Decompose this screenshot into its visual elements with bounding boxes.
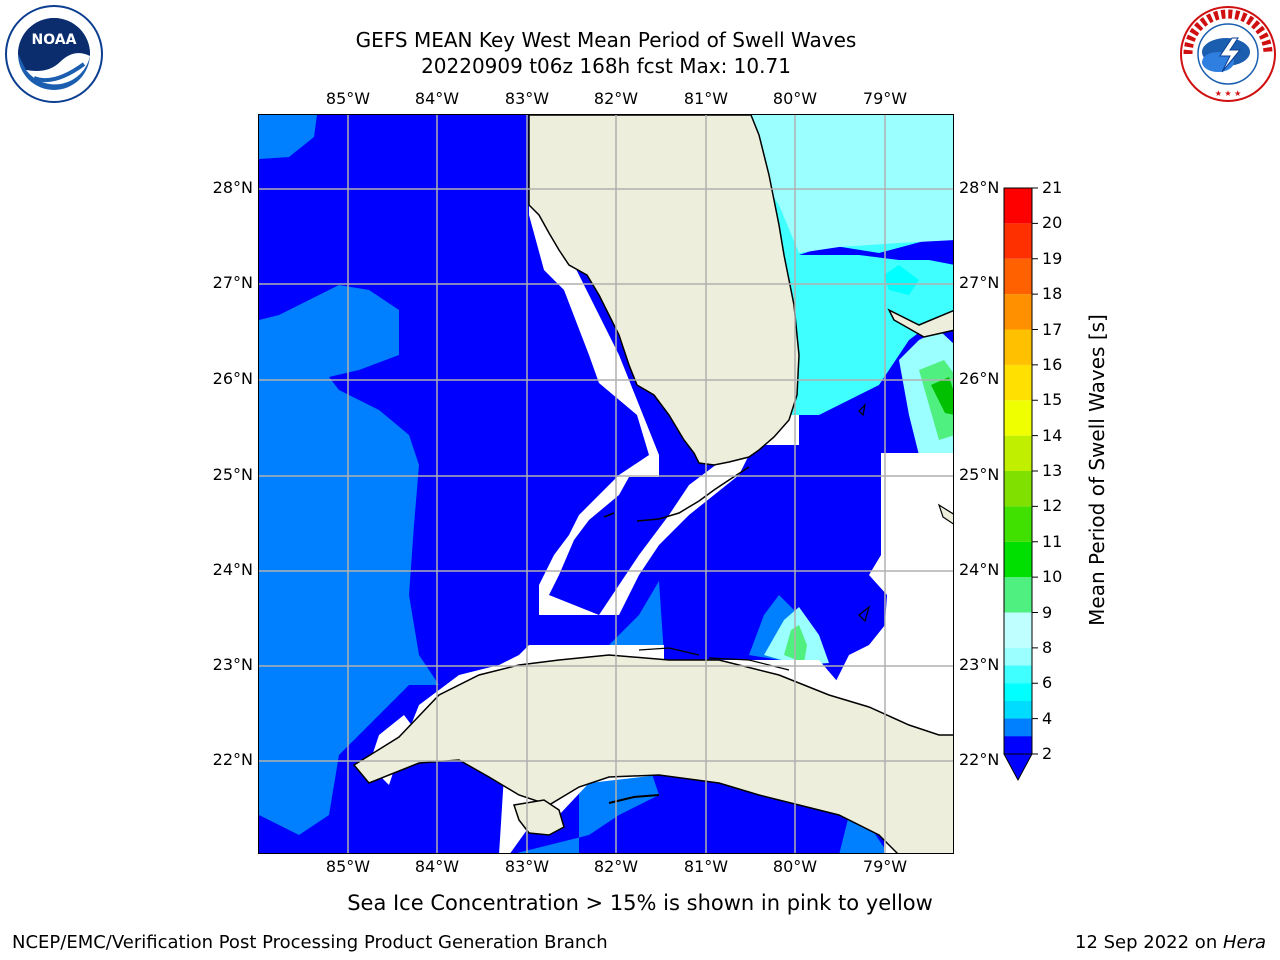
colorbar-band [1004,612,1032,648]
lon-label-top: 85°W [325,89,371,108]
svg-text:★ ★ ★: ★ ★ ★ [1215,89,1242,98]
lat-label-right: 23°N [959,655,1000,674]
colorbar-band [1004,223,1032,259]
noaa-logo-text: NOAA [32,32,77,48]
colorbar-band [1004,294,1032,330]
lon-label-top: 82°W [593,89,639,108]
lat-label-right: 24°N [959,560,1000,579]
colorbar-tick-label: 10 [1042,567,1063,587]
colorbar-tick-label: 6 [1042,673,1053,693]
footer-machine: Hera [1222,932,1266,953]
swell-period-map [259,115,953,853]
sea-ice-note: Sea Ice Concentration > 15% is shown in … [347,891,933,915]
noaa-logo: NOAA [5,5,103,103]
colorbar-tick-label: 12 [1042,496,1063,516]
lon-label-top: 84°W [414,89,460,108]
lat-label-right: 22°N [959,750,1000,769]
colorbar-band [1004,718,1032,737]
footer-date: 12 Sep 2022 on Hera [1075,932,1266,953]
lat-label-left: 28°N [212,178,253,197]
colorbar-band [1004,400,1032,436]
colorbar [1003,187,1038,782]
lon-label-bottom: 84°W [414,857,460,876]
lon-label-top: 80°W [772,89,818,108]
colorbar-tick-label: 15 [1042,390,1063,410]
lat-label-left: 22°N [212,750,253,769]
colorbar-band [1004,364,1032,401]
colorbar-tick-label: 9 [1042,602,1053,622]
lon-label-bottom: 82°W [593,857,639,876]
lon-label-top: 79°W [862,89,908,108]
colorbar-tick-label: 11 [1042,531,1063,551]
colorbar-band [1004,647,1032,666]
colorbar-label: Mean Period of Swell Waves [s] [1085,314,1109,626]
colorbar-band [1004,329,1032,365]
colorbar-band [1004,258,1032,295]
colorbar-band [1004,188,1032,224]
colorbar-extend-min [1003,753,1033,782]
colorbar-tick-label: 16 [1042,354,1063,374]
lon-label-bottom: 79°W [862,857,908,876]
colorbar-tick-label: 17 [1042,319,1063,339]
colorbar-tick-label: 4 [1042,708,1053,728]
lat-label-right: 26°N [959,369,1000,388]
colorbar-tick-label: 18 [1042,284,1063,304]
colorbar-band [1004,471,1032,507]
nws-logo: ★ ★ ★ [1180,6,1276,102]
colorbar-tick-label: 19 [1042,248,1063,268]
lon-label-bottom: 80°W [772,857,818,876]
chart-subtitle: 20220909 t06z 168h fcst Max: 10.71 [421,54,791,78]
lat-label-left: 26°N [212,369,253,388]
colorbar-tick-label: 2 [1042,744,1053,763]
footer-organization: NCEP/EMC/Verification Post Processing Pr… [12,932,608,953]
colorbar-band [1004,541,1032,578]
lon-label-top: 81°W [683,89,729,108]
colorbar-band [1004,577,1032,613]
colorbar-tick-label: 8 [1042,637,1053,657]
lon-label-bottom: 81°W [683,857,729,876]
graticule [259,115,953,853]
lon-label-bottom: 83°W [504,857,550,876]
colorbar-tick-label: 14 [1042,425,1063,445]
colorbar-tick-label: 13 [1042,461,1063,480]
lat-label-right: 28°N [959,178,1000,197]
footer-date-text: 12 Sep 2022 on [1075,932,1223,953]
colorbar-band [1004,683,1032,701]
map-panel[interactable] [258,114,954,854]
colorbar-tick-label: 20 [1042,213,1063,233]
lat-label-left: 27°N [212,273,253,292]
colorbar-tick-label: 21 [1042,178,1063,197]
lon-label-bottom: 85°W [325,857,371,876]
lat-label-left: 25°N [212,465,253,484]
lat-label-right: 27°N [959,273,1000,292]
chart-title: GEFS MEAN Key West Mean Period of Swell … [355,28,857,52]
lon-label-top: 83°W [504,89,550,108]
lat-label-left: 24°N [212,560,253,579]
lat-label-left: 23°N [212,655,253,674]
colorbar-band [1004,506,1032,542]
lat-label-right: 25°N [959,465,1000,484]
colorbar-band [1004,435,1032,471]
